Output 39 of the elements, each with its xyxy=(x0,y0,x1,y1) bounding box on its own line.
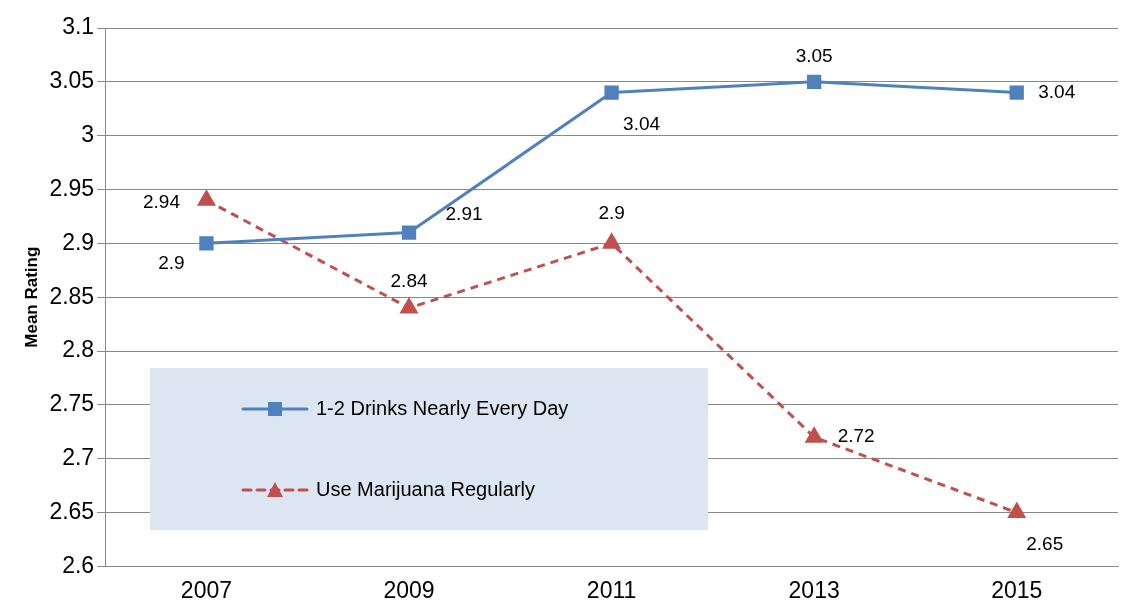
x-tick-label: 2007 xyxy=(180,576,233,603)
point xyxy=(1008,503,1026,519)
data-label: 2.9 xyxy=(598,201,625,223)
point xyxy=(1009,85,1024,100)
y-tick-label: 2.9 xyxy=(62,228,95,255)
point xyxy=(401,225,417,240)
x-tick-label: 2015 xyxy=(991,576,1043,603)
data-label: 3.04 xyxy=(1038,80,1076,102)
x-tick-label: 2011 xyxy=(586,576,637,603)
x-tick-label: 2013 xyxy=(788,576,840,603)
y-tick-label: 2.65 xyxy=(49,497,95,524)
point xyxy=(604,85,619,100)
data-label: 2.72 xyxy=(837,425,875,447)
data-label: 3.05 xyxy=(795,45,833,67)
data-label: 2.94 xyxy=(142,190,181,212)
point xyxy=(400,298,418,314)
data-label: 3.04 xyxy=(623,112,661,134)
data-label: 2.91 xyxy=(445,202,483,224)
x-tick-label: 2009 xyxy=(383,576,435,603)
y-tick-label: 2.85 xyxy=(49,282,95,309)
data-label: 2.84 xyxy=(390,270,428,292)
legend-label: Use Marijuana Regularly xyxy=(316,478,535,501)
y-tick-label: 3 xyxy=(81,121,95,148)
point xyxy=(805,427,823,443)
data-label: 2.65 xyxy=(1026,532,1064,554)
y-tick-label: 2.8 xyxy=(62,336,95,363)
point xyxy=(603,233,621,249)
y-tick-label: 2.95 xyxy=(49,174,95,201)
y-tick-label: 3.05 xyxy=(49,67,95,94)
point xyxy=(198,190,215,206)
y-axis-title: Mean Rating xyxy=(21,246,41,348)
legend-label: 1-2 Drinks Nearly Every Day xyxy=(316,397,569,420)
point xyxy=(199,236,214,251)
y-tick-label: 2.75 xyxy=(49,390,95,417)
y-tick-label: 2.6 xyxy=(62,551,95,578)
y-tick-label: 2.7 xyxy=(62,444,95,471)
data-label: 2.9 xyxy=(158,251,185,273)
y-tick-label: 3.1 xyxy=(62,13,95,40)
point xyxy=(806,74,822,89)
